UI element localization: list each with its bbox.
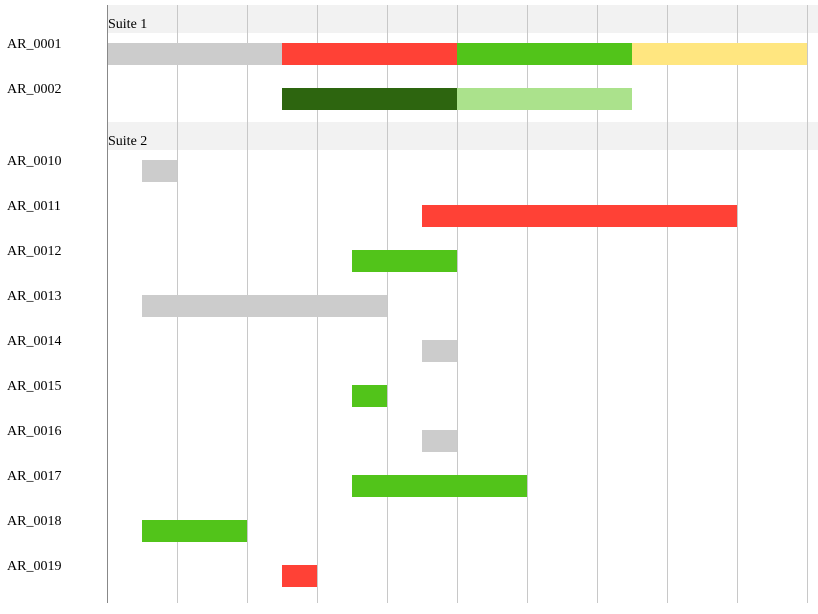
suite-header-bands xyxy=(107,5,818,150)
task-bar-segment xyxy=(422,340,457,362)
task-bar-segment xyxy=(282,88,457,110)
row-label: AR_0016 xyxy=(7,424,61,439)
task-bar-segment xyxy=(352,385,387,407)
task-bar-segment xyxy=(457,43,632,65)
task-bar-segment xyxy=(457,88,632,110)
row-labels: Suite 1 AR_0001 AR_0002 Suite 2 AR_0010 AR_00… xyxy=(7,17,147,574)
suite-label: Suite 1 xyxy=(108,17,147,32)
suite-header-band xyxy=(107,122,818,150)
row-label: AR_0014 xyxy=(7,334,61,349)
row-label: AR_0017 xyxy=(7,469,61,484)
task-bar-segment xyxy=(282,43,457,65)
task-bar-segment xyxy=(107,43,282,65)
row-label: AR_0012 xyxy=(7,244,61,259)
task-bar-segment xyxy=(282,565,317,587)
row-label: AR_0018 xyxy=(7,514,61,529)
task-bar-segment xyxy=(352,250,457,272)
task-bar-segment xyxy=(422,430,457,452)
row-label: AR_0010 xyxy=(7,154,61,169)
row-label: AR_0019 xyxy=(7,559,61,574)
row-label: AR_0001 xyxy=(7,37,61,52)
suite-header-band xyxy=(107,5,818,33)
task-bar-segment xyxy=(142,160,177,182)
task-bar-segment xyxy=(422,205,737,227)
task-bar-segment xyxy=(142,295,387,317)
row-label: AR_0011 xyxy=(7,199,61,214)
row-label: AR_0002 xyxy=(7,82,61,97)
task-bar-segment xyxy=(142,520,247,542)
row-label: AR_0015 xyxy=(7,379,61,394)
row-label: AR_0013 xyxy=(7,289,61,304)
task-bar-segment xyxy=(352,475,527,497)
task-bars xyxy=(107,43,807,587)
suite-label: Suite 2 xyxy=(108,134,147,149)
task-bar-segment xyxy=(632,43,807,65)
